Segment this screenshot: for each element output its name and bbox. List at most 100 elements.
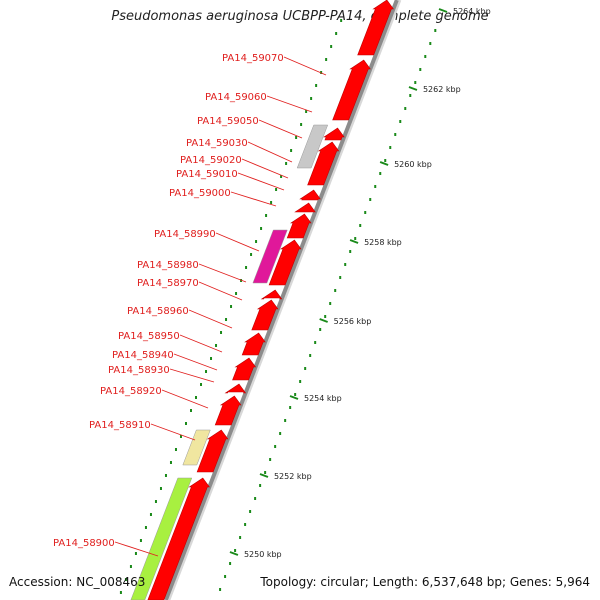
forward-gene-arrow [357,0,394,56]
outer-tick-dot [269,458,272,461]
inner-tick-dot [179,435,182,438]
gene-yellow-bar [182,429,211,466]
forward-gene-arrow [332,59,371,121]
gene-label: PA14_58920 [100,386,162,397]
forward-gene-arrow [214,395,242,426]
gene-label: PA14_58900 [53,538,115,549]
forward-gene-arrow [323,127,345,141]
gene-label: PA14_59060 [205,92,267,103]
gene-label: PA14_58930 [108,365,170,376]
inner-tick-dot [119,591,122,594]
forward-gene-arrow [294,202,316,213]
gene-magenta-bar [252,229,288,284]
forward-gene-arrow [268,239,302,286]
forward-gene-arrow [196,429,229,473]
inner-tick-dot [169,461,172,464]
outer-tick-dot [424,55,427,58]
gene-leader-line [237,172,285,191]
gene-label: PA14_59050 [197,116,259,127]
outer-tick-dot [364,211,367,214]
scale-tick-label: 5250 kbp [244,550,282,559]
outer-tick-dot [304,367,307,370]
forward-gene-arrow [260,289,283,300]
outer-tick-dot [374,185,377,188]
inner-tick-dot [210,357,213,360]
genome-summary-text: Topology: circular; Length: 6,537,648 bp… [260,575,590,589]
inner-tick-dot [124,578,127,581]
outer-tick-dot [224,575,227,578]
gene-lime-bar [130,477,193,600]
leader-lines-layer [114,56,327,557]
scale-tick-mark [408,86,418,91]
outer-tick-dot [384,159,387,162]
gene-leader-line [169,368,215,383]
gene-leader-line [188,309,233,329]
outer-tick-dot [369,198,372,201]
gene-leader-line [215,232,260,252]
gene-label: PA14_59010 [176,169,238,180]
reverse-genes-layer [130,124,329,600]
gene-leader-line [247,141,293,163]
scale-tick-mark [259,473,269,478]
inner-tick-dot [230,305,233,308]
scale-tick-label: 5256 kbp [334,317,372,326]
outer-tick-dot [414,81,417,84]
gene-label: PA14_58970 [137,278,199,289]
forward-gene-arrow [224,383,247,394]
inner-tick-dot [255,240,258,243]
outer-tick-dot [249,510,252,513]
scale-tick-label: 5262 kbp [423,85,461,94]
gene-label: PA14_58910 [89,420,151,431]
gene-leader-line [173,353,218,371]
outer-tick-dot [344,263,347,266]
gene-label: PA14_58950 [118,331,180,342]
inner-tick-dot [205,370,208,373]
scale-tick-mark [319,318,329,323]
inner-tick-dot [300,123,303,126]
inner-tick-dot [335,32,338,35]
forward-gene-arrow [286,213,312,239]
scale-tick-label: 5258 kbp [364,238,402,247]
gene-grey-bar [296,124,329,169]
gene-label: PA14_58980 [137,260,199,271]
inner-tick-dot [235,292,238,295]
accession-text: Accession: NC_008463 [9,575,146,589]
inner-tick-dot [340,19,343,22]
gene-leader-line [198,263,247,283]
outer-tick-dot [239,536,242,539]
inner-tick-dot [220,331,223,334]
scale-tick-label: 5264 kbp [453,7,491,16]
gene-label: PA14_58960 [127,306,189,317]
inner-tick-dot [215,344,218,347]
outer-tick-dot [349,250,352,253]
scale-dots-layer [119,19,437,594]
outer-tick-dot [319,328,322,331]
outer-tick-dot [294,393,297,396]
outer-tick-dot [314,341,317,344]
scale-tick-mark [379,161,389,166]
outer-tick-dot [359,224,362,227]
forward-gene-arrow [147,477,210,600]
gene-leader-line [230,191,277,207]
inner-tick-dot [190,409,192,412]
outer-tick-dot [289,406,292,409]
gene-leader-line [241,158,289,179]
scale-tick-mark [349,239,359,244]
gene-leader-line [179,334,223,353]
outer-tick-dot [324,315,327,318]
backbone-line [163,0,399,600]
gene-labels-layer: PA14_59070 PA14_59060 PA14_59050 PA14_59030… [53,53,284,549]
outer-tick-dot [404,107,407,110]
inner-tick-dot [280,175,283,178]
inner-tick-dot [129,565,132,568]
inner-tick-dot [325,58,328,61]
inner-tick-dot [144,526,147,529]
gene-label: PA14_58990 [154,229,216,240]
inner-tick-dot [330,45,333,48]
outer-tick-dot [259,484,262,487]
outer-tick-dot [339,276,342,279]
inner-tick-dot [295,136,298,139]
inner-tick-dot [275,188,278,191]
outer-tick-dot [234,549,237,552]
